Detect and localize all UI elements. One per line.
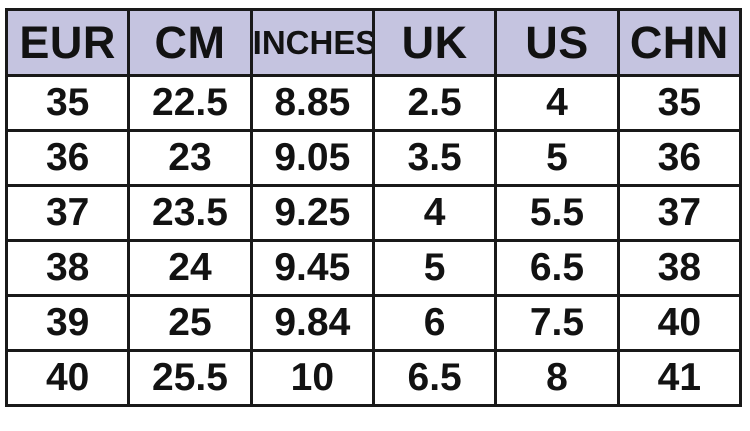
table-cell: 25.5 [127,349,253,407]
table-cell: 23 [127,129,253,187]
column-header-eur: EUR [4,8,131,77]
table-body: 35 22.5 8.85 2.5 4 35 36 23 9.05 3.5 5 36 37 23.5 9.25… [4,74,743,407]
column-header-us: US [494,8,620,77]
table-cell: 37 [4,184,131,242]
table-cell: 5.5 [494,184,620,242]
table-cell: 39 [4,294,131,352]
table-cell: 8.85 [249,74,375,132]
table-cell: 35 [616,74,743,132]
table-cell: 5 [371,239,498,297]
table-row: 38 24 9.45 5 6.5 38 [4,239,743,297]
table-cell: 24 [127,239,253,297]
table-cell: 4 [494,74,620,132]
table-cell: 22.5 [127,74,253,132]
table-cell: 36 [616,129,743,187]
table-cell: 7.5 [494,294,620,352]
table-row: 37 23.5 9.25 4 5.5 37 [4,184,743,242]
table-cell: 2.5 [371,74,498,132]
table-cell: 9.84 [249,294,375,352]
table-cell: 10 [249,349,375,407]
table-cell: 9.25 [249,184,375,242]
table-header: EUR CM INCHES UK US CHN [4,8,743,77]
table-cell: 40 [4,349,131,407]
table-cell: 5 [494,129,620,187]
table-row: 40 25.5 10 6.5 8 41 [4,349,743,407]
table-cell: 8 [494,349,620,407]
table-cell: 38 [616,239,743,297]
column-header-uk: UK [371,8,498,77]
table-cell: 40 [616,294,743,352]
table-cell: 3.5 [371,129,498,187]
table-cell: 9.05 [249,129,375,187]
table-row: 36 23 9.05 3.5 5 36 [4,129,743,187]
table-cell: 41 [616,349,743,407]
column-header-inches: INCHES [249,8,375,77]
table-cell: 6.5 [494,239,620,297]
table-cell: 38 [4,239,131,297]
table-row: 35 22.5 8.85 2.5 4 35 [4,74,743,132]
table-cell: 9.45 [249,239,375,297]
table-row: 39 25 9.84 6 7.5 40 [4,294,743,352]
table-cell: 23.5 [127,184,253,242]
table-cell: 36 [4,129,131,187]
header-row: EUR CM INCHES UK US CHN [4,8,743,77]
table-cell: 6.5 [371,349,498,407]
table-cell: 25 [127,294,253,352]
size-conversion-table: EUR CM INCHES UK US CHN 35 22.5 8.85 2.5 4 35 36 23 9… [4,8,743,407]
column-header-cm: CM [127,8,253,77]
size-conversion-chart: EUR CM INCHES UK US CHN 35 22.5 8.85 2.5 4 35 36 23 9… [0,8,750,431]
table-cell: 35 [4,74,131,132]
table-cell: 6 [371,294,498,352]
table-cell: 4 [371,184,498,242]
table-cell: 37 [616,184,743,242]
column-header-chn: CHN [616,8,743,77]
